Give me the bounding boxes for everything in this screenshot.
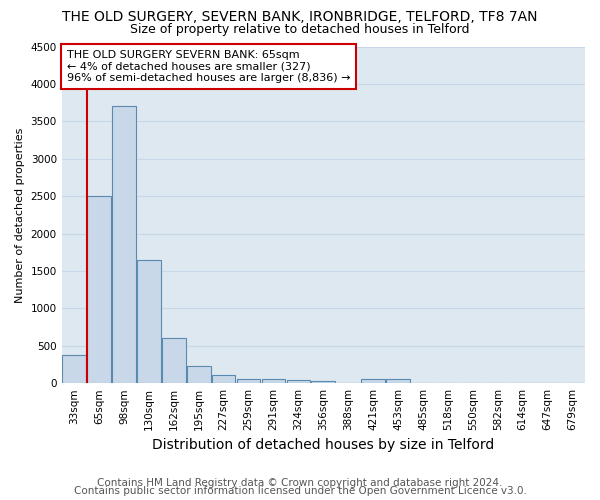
Bar: [162, 338, 185, 383]
Bar: [112, 106, 136, 383]
Bar: [262, 379, 286, 383]
Bar: [361, 380, 385, 383]
Bar: [87, 196, 111, 383]
X-axis label: Distribution of detached houses by size in Telford: Distribution of detached houses by size …: [152, 438, 494, 452]
Bar: [212, 375, 235, 383]
Text: THE OLD SURGERY, SEVERN BANK, IRONBRIDGE, TELFORD, TF8 7AN: THE OLD SURGERY, SEVERN BANK, IRONBRIDGE…: [62, 10, 538, 24]
Y-axis label: Number of detached properties: Number of detached properties: [15, 127, 25, 302]
Text: Contains HM Land Registry data © Crown copyright and database right 2024.: Contains HM Land Registry data © Crown c…: [97, 478, 503, 488]
Bar: [386, 380, 410, 383]
Bar: [311, 380, 335, 383]
Bar: [237, 378, 260, 383]
Bar: [137, 260, 161, 383]
Text: Size of property relative to detached houses in Telford: Size of property relative to detached ho…: [130, 22, 470, 36]
Text: THE OLD SURGERY SEVERN BANK: 65sqm
← 4% of detached houses are smaller (327)
96%: THE OLD SURGERY SEVERN BANK: 65sqm ← 4% …: [67, 50, 350, 83]
Bar: [287, 380, 310, 383]
Bar: [187, 366, 211, 383]
Text: Contains public sector information licensed under the Open Government Licence v3: Contains public sector information licen…: [74, 486, 526, 496]
Bar: [62, 356, 86, 383]
